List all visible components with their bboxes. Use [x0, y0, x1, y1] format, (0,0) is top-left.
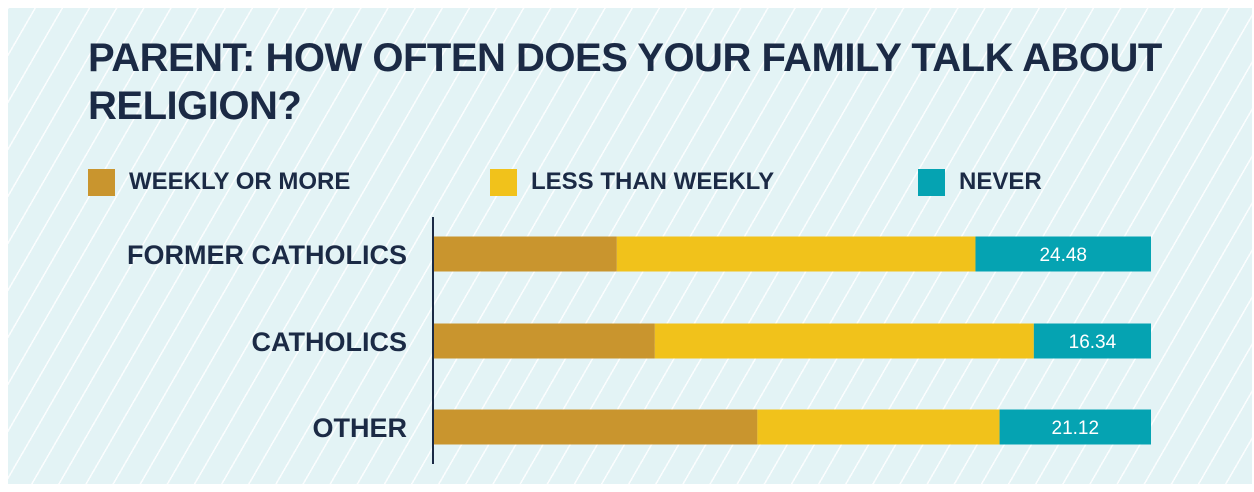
category-label-former-catholics: FORMER CATHOLICS [127, 240, 407, 270]
legend-swatch-less-than-weekly [490, 168, 517, 196]
legend-label-less-than-weekly: LESS THAN WEEKLY [531, 168, 775, 195]
legend: WEEKLY OR MORE LESS THAN WEEKLY NEVER [8, 168, 1252, 196]
bar-catholics-weekly-or-more [434, 323, 655, 359]
legend-item-less-than-weekly: LESS THAN WEEKLY [490, 168, 774, 196]
category-label-catholics: CATHOLICS [252, 327, 408, 357]
bar-former-catholics-less-than-weekly [616, 236, 976, 272]
category-label-other: OTHER [313, 413, 408, 443]
bar-other-less-than-weekly [757, 409, 1000, 445]
bar-catholics-never [1033, 323, 1151, 359]
value-label-catholics: 16.34 [1069, 332, 1117, 353]
chart-title: PARENT: HOW OFTEN DOES YOUR FAMILY TALK … [88, 36, 1162, 128]
value-label-other: 21.12 [1052, 418, 1100, 439]
value-label-former-catholics: 24.48 [1039, 245, 1087, 266]
legend-label-weekly: WEEKLY OR MORE [129, 168, 351, 195]
legend-swatch-weekly [88, 168, 115, 196]
bar-catholics-less-than-weekly [654, 323, 1034, 359]
bar-former-catholics-never [975, 236, 1151, 272]
legend-item-never: NEVER [918, 168, 1042, 196]
bar-former-catholics-weekly-or-more [434, 236, 617, 272]
stacked-bar-chart: FORMER CATHOLICS 24.48 CATHOLICS 16.34 OTHER… [127, 217, 1151, 464]
bar-other-weekly-or-more [434, 409, 758, 445]
legend-swatch-never [918, 168, 945, 196]
bar-other-never [999, 409, 1151, 445]
legend-item-weekly: WEEKLY OR MORE [88, 168, 350, 196]
legend-label-never: NEVER [959, 168, 1042, 195]
chart-panel: PARENT: HOW OFTEN DOES YOUR FAMILY TALK … [8, 8, 1252, 484]
